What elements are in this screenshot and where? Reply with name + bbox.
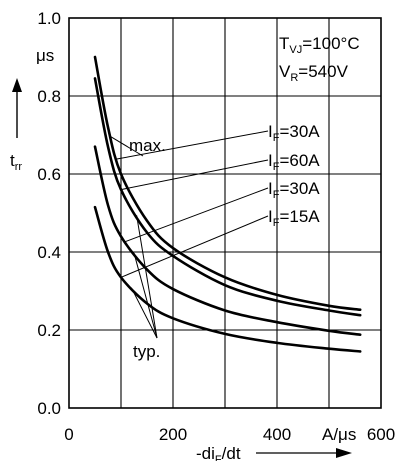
tick-labels: 0 200 400 600 0.0 0.2 0.4 0.6 0.8 1.0 xyxy=(37,9,395,444)
x-axis-arrow xyxy=(256,448,352,458)
typ-leader-line xyxy=(136,215,158,339)
max-label: max. xyxy=(129,136,166,155)
series-curve-4 xyxy=(93,205,362,353)
x-tick-label: 0 xyxy=(64,425,73,444)
x-tick-label: 600 xyxy=(367,425,395,444)
y-tick-label: 0.4 xyxy=(37,243,61,262)
x-axis-label: -diF/dt xyxy=(196,444,241,461)
series-label-1: IF=30A xyxy=(268,122,320,144)
vr-condition: VR=540V xyxy=(279,62,349,84)
x-tick-label: 400 xyxy=(263,425,291,444)
leader-line-3 xyxy=(124,187,269,243)
y-tick-label: 0.0 xyxy=(37,399,61,418)
y-tick-label: 0.6 xyxy=(37,165,61,184)
y-axis-label: trr xyxy=(10,151,22,173)
x-tick-label: 200 xyxy=(159,425,187,444)
typ-leader-line xyxy=(130,287,158,339)
y-tick-label: 0.8 xyxy=(37,87,61,106)
typ-label: typ. xyxy=(133,342,160,361)
tvj-condition: TVJ=100°C xyxy=(279,34,360,56)
label-leader-lines xyxy=(110,130,269,339)
y-unit: μs xyxy=(36,46,54,65)
series-label-2: IF=60A xyxy=(268,151,320,173)
series-curve-1 xyxy=(93,55,362,312)
series-label-3: IF=30A xyxy=(268,179,320,201)
y-tick-label: 0.2 xyxy=(37,321,61,340)
series-label-4: IF=15A xyxy=(268,207,320,229)
leader-line-2 xyxy=(120,159,269,191)
y-axis-arrow xyxy=(12,78,22,138)
grid-lines xyxy=(69,18,381,408)
typ-leader-line xyxy=(133,252,158,339)
plot-frame xyxy=(68,17,382,409)
max-leader-line xyxy=(110,136,144,157)
x-unit: A/μs xyxy=(322,425,356,444)
leader-line-1 xyxy=(116,130,269,160)
series-curve-3 xyxy=(93,145,362,336)
series-labels: IF=30A IF=60A IF=30A IF=15A xyxy=(268,122,320,229)
curves xyxy=(93,55,362,353)
y-tick-label: 1.0 xyxy=(37,9,61,28)
